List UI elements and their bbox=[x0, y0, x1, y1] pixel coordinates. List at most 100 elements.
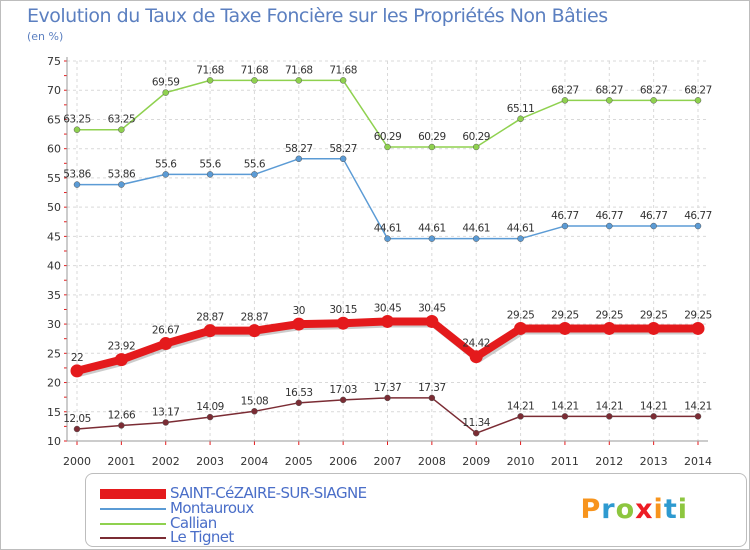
x-tick-label: 2010 bbox=[507, 455, 535, 468]
data-point bbox=[73, 181, 81, 188]
data-point bbox=[118, 126, 125, 133]
data-label: 44.61 bbox=[418, 223, 446, 235]
data-point bbox=[606, 413, 613, 420]
x-tick-label: 2014 bbox=[684, 455, 712, 468]
x-tick-label: 2001 bbox=[107, 455, 135, 468]
data-point bbox=[114, 353, 128, 367]
data-point bbox=[606, 97, 613, 104]
data-label: 14.21 bbox=[507, 400, 535, 412]
data-point bbox=[517, 413, 524, 420]
x-tick-label: 2009 bbox=[462, 455, 490, 468]
data-point bbox=[384, 235, 391, 242]
y-tick-label: 20 bbox=[47, 377, 61, 390]
data-point bbox=[650, 97, 657, 104]
legend-swatch-le-tignet bbox=[100, 537, 166, 539]
data-point bbox=[561, 222, 569, 230]
data-label: 58.27 bbox=[285, 143, 313, 155]
x-tick-label: 2000 bbox=[63, 455, 91, 468]
data-label: 15.08 bbox=[241, 395, 269, 407]
data-label: 29.25 bbox=[551, 309, 579, 321]
data-point bbox=[251, 77, 258, 84]
data-point bbox=[247, 324, 261, 338]
data-label: 60.29 bbox=[418, 131, 446, 143]
data-label: 22 bbox=[71, 352, 83, 364]
data-label: 53.86 bbox=[108, 169, 136, 181]
data-point bbox=[472, 429, 480, 437]
data-point bbox=[384, 143, 391, 151]
data-label: 63.25 bbox=[108, 114, 136, 126]
y-tick-label: 50 bbox=[47, 201, 61, 214]
data-label: 46.77 bbox=[640, 210, 668, 222]
data-point bbox=[606, 222, 613, 230]
proxiti-logo: Proxiti bbox=[580, 494, 688, 525]
data-label: 68.27 bbox=[684, 84, 712, 96]
data-point bbox=[251, 171, 258, 178]
data-label: 53.86 bbox=[63, 169, 91, 181]
legend-swatch-saint-cezaire bbox=[100, 489, 166, 499]
data-label: 11.34 bbox=[462, 417, 490, 429]
data-point bbox=[694, 413, 702, 420]
data-point bbox=[251, 408, 258, 415]
data-label: 14.09 bbox=[196, 401, 224, 413]
x-tick-label: 2007 bbox=[374, 455, 402, 468]
data-point bbox=[295, 77, 303, 84]
legend-swatch-callian bbox=[100, 523, 166, 525]
y-tick-label: 40 bbox=[47, 260, 61, 273]
data-point bbox=[647, 321, 661, 335]
data-label: 29.25 bbox=[684, 309, 712, 321]
data-label: 55.6 bbox=[199, 158, 221, 170]
chart-unit: (en %) bbox=[27, 30, 64, 43]
logo-letter: o bbox=[615, 494, 636, 525]
data-point bbox=[339, 396, 347, 404]
data-point bbox=[694, 97, 702, 104]
data-label: 65.11 bbox=[507, 103, 535, 115]
data-point bbox=[162, 89, 169, 96]
data-point bbox=[602, 321, 616, 335]
data-label: 63.25 bbox=[63, 114, 91, 126]
data-point bbox=[472, 143, 480, 151]
logo-letter: P bbox=[580, 494, 602, 525]
logo-letter: r bbox=[601, 494, 616, 525]
legend-label: Le Tignet bbox=[170, 528, 234, 546]
data-point bbox=[162, 171, 169, 178]
y-tick-label: 65 bbox=[47, 113, 61, 126]
data-point bbox=[295, 155, 303, 163]
x-tick-label: 2013 bbox=[640, 455, 668, 468]
data-point bbox=[517, 235, 524, 242]
data-label: 71.68 bbox=[241, 64, 269, 76]
data-point bbox=[384, 394, 391, 402]
data-point bbox=[691, 321, 705, 335]
data-point bbox=[292, 317, 306, 331]
data-label: 17.03 bbox=[329, 384, 357, 396]
legend-swatch-montauroux bbox=[100, 508, 166, 510]
data-point bbox=[428, 235, 436, 242]
x-tick-label: 2005 bbox=[285, 455, 313, 468]
data-point bbox=[561, 97, 569, 104]
data-label: 44.61 bbox=[462, 223, 490, 235]
data-label: 28.87 bbox=[241, 312, 269, 324]
data-point bbox=[428, 394, 436, 402]
x-tick-label: 2004 bbox=[240, 455, 268, 468]
data-label: 28.87 bbox=[196, 312, 224, 324]
data-label: 46.77 bbox=[551, 210, 579, 222]
data-label: 30.45 bbox=[418, 302, 446, 314]
data-label: 55.6 bbox=[155, 158, 177, 170]
y-tick-label: 60 bbox=[47, 143, 61, 156]
data-point bbox=[339, 77, 347, 84]
data-point bbox=[206, 413, 214, 421]
data-label: 68.27 bbox=[596, 84, 624, 96]
logo-letter: t bbox=[663, 494, 678, 525]
data-label: 17.37 bbox=[374, 382, 402, 394]
legend: SAINT-CéZAIRE-SUR-SIAGNE Montauroux Call… bbox=[85, 473, 747, 547]
x-tick-label: 2011 bbox=[551, 455, 579, 468]
data-label: 12.05 bbox=[63, 413, 91, 425]
data-label: 14.21 bbox=[596, 400, 624, 412]
data-point bbox=[469, 350, 483, 364]
data-point bbox=[70, 364, 84, 378]
logo-letter: i bbox=[653, 494, 664, 525]
x-tick-label: 2003 bbox=[196, 455, 224, 468]
data-label: 14.21 bbox=[551, 400, 579, 412]
x-tick-label: 2002 bbox=[152, 455, 180, 468]
